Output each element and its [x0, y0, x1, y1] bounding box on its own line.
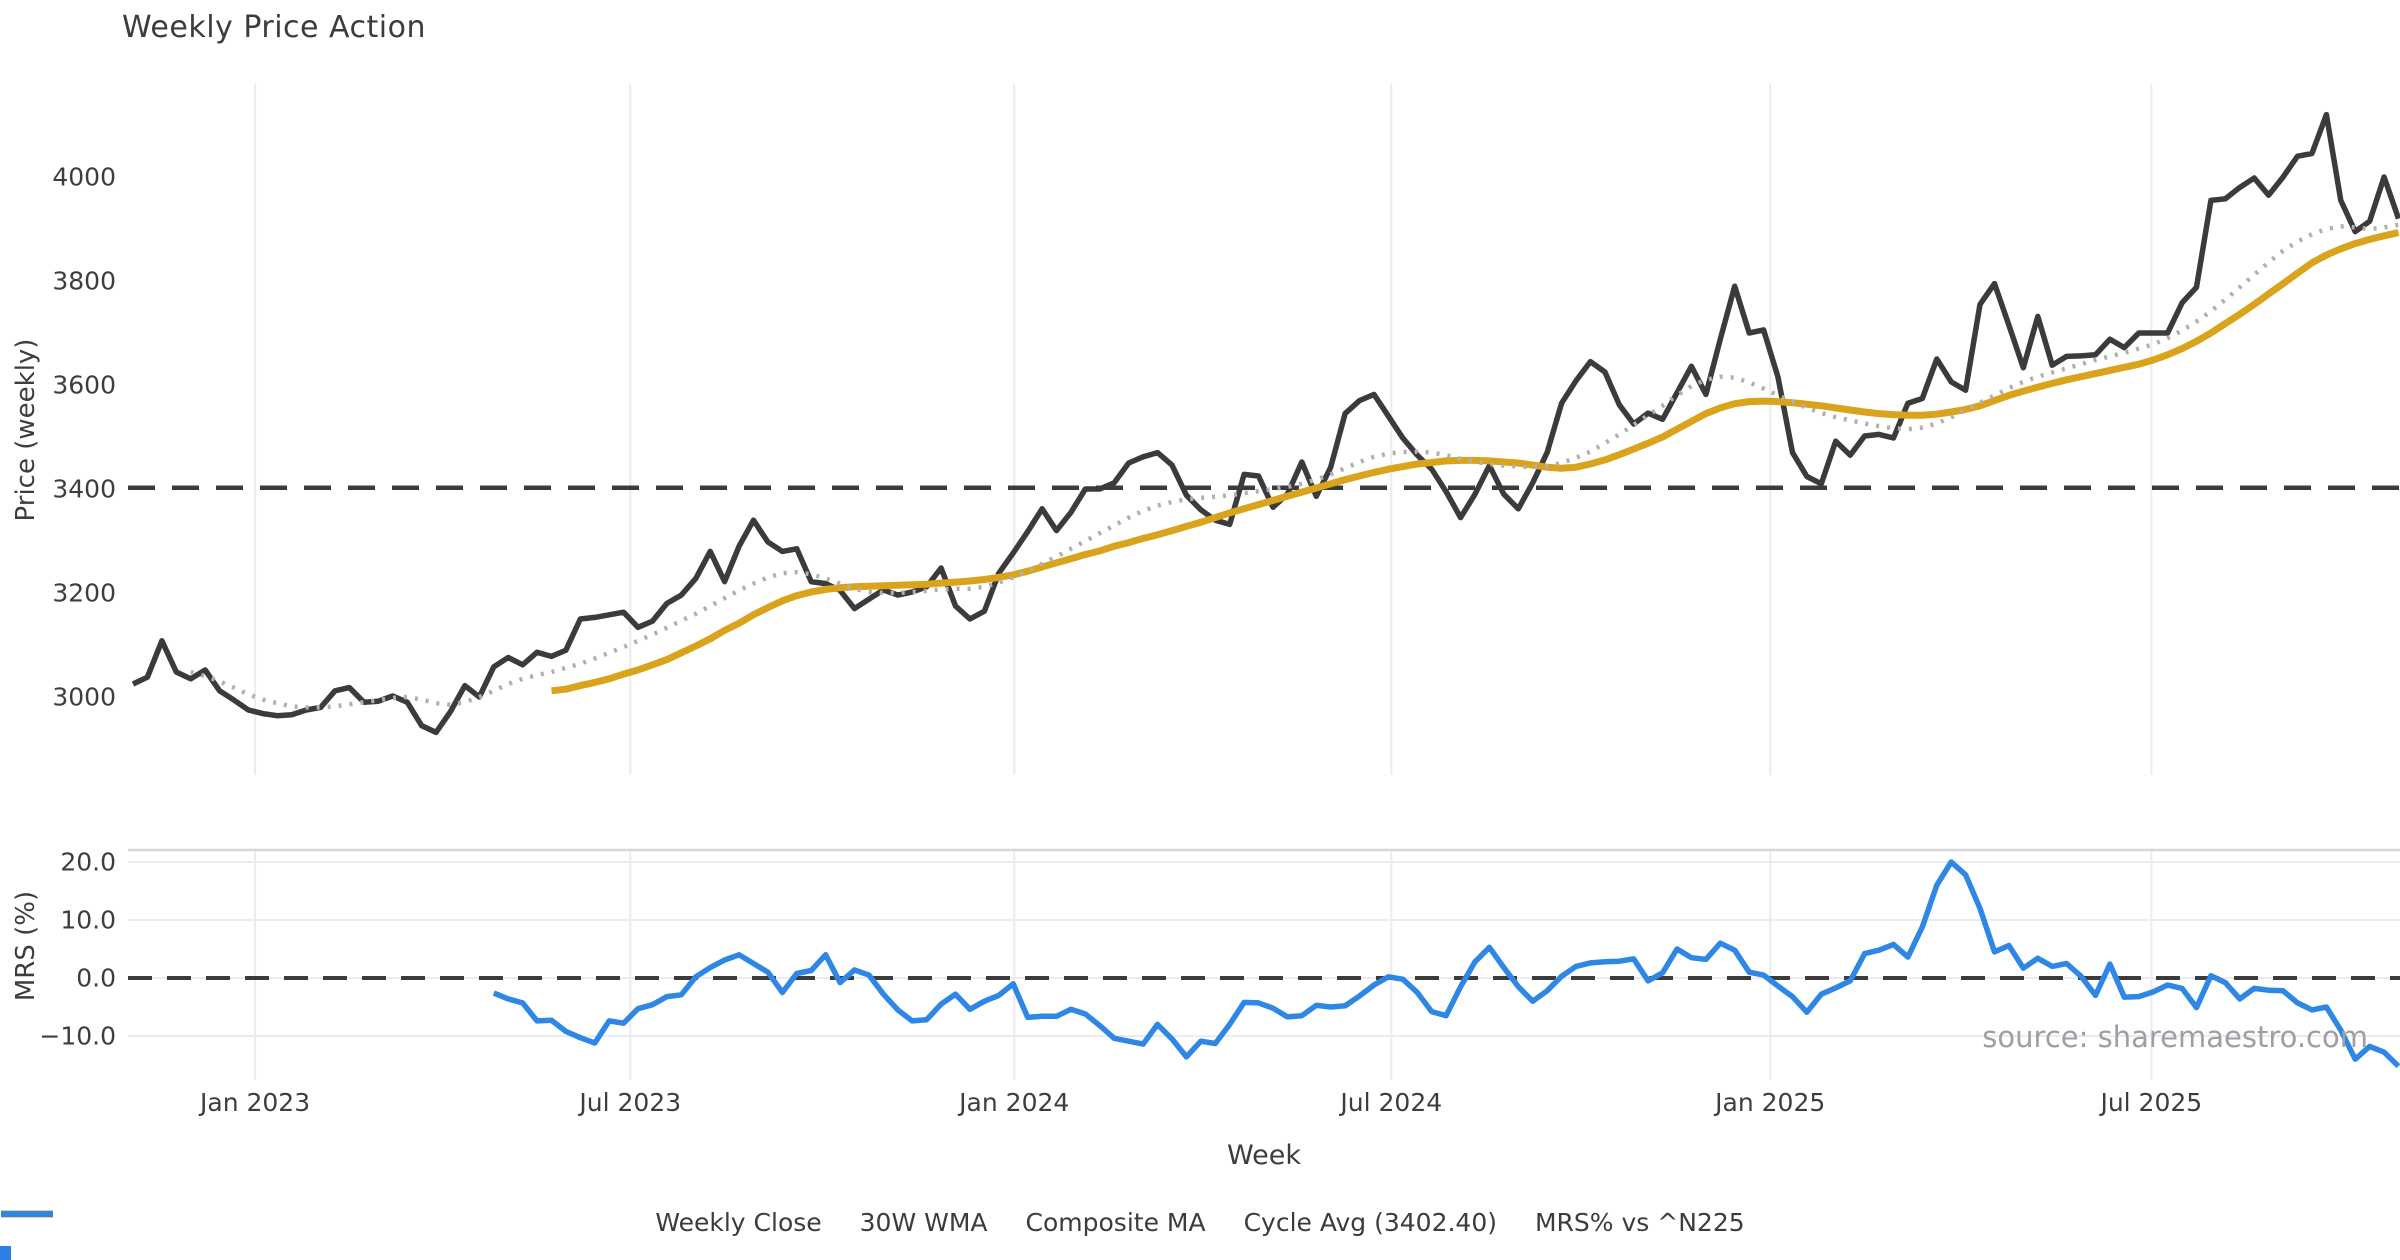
x-tick: Jan 2025: [1715, 1088, 1826, 1117]
price-y-tick: 3600: [52, 370, 116, 400]
legend-label: Cycle Avg (3402.40): [1243, 1208, 1497, 1237]
legend-swatch-solid: [1, 1211, 53, 1217]
source-watermark: source: sharemaestro.com: [1982, 1020, 2368, 1054]
legend-item: Weekly Close: [1, 1208, 822, 1237]
wma-30w-line: [551, 229, 2400, 695]
corner-artifact: [0, 1246, 11, 1260]
legend-item: Cycle Avg (3402.40): [1, 1208, 1497, 1237]
legend-label: Weekly Close: [655, 1208, 822, 1237]
x-axis-label: Week: [1227, 1140, 1301, 1171]
legend-label: Composite MA: [1025, 1208, 1206, 1237]
x-tick: Jul 2025: [2100, 1088, 2203, 1117]
mrs-y-tick: −10.0: [39, 1021, 116, 1051]
mrs-line: [492, 859, 2400, 1069]
x-tick: Jan 2023: [200, 1088, 311, 1117]
weekly-close-line: [131, 111, 2400, 736]
composite-ma-line: [190, 222, 2399, 710]
legend-label: 30W WMA: [859, 1208, 988, 1237]
chart-legend: Weekly Close 30W WMA Composite MA Cycle Avg…: [0, 1208, 2400, 1237]
price-y-tick: 3800: [52, 266, 116, 296]
x-tick: Jan 2024: [959, 1088, 1070, 1117]
price-y-tick: 3400: [52, 474, 116, 504]
price-y-tick: 4000: [52, 162, 116, 192]
mrs-y-tick: 0.0: [76, 963, 116, 993]
x-tick: Jul 2024: [1340, 1088, 1443, 1117]
legend-item: MRS% vs ^N225: [1, 1208, 1745, 1237]
legend-item: Composite MA: [1, 1208, 1206, 1237]
chart-title: Weekly Price Action: [122, 10, 426, 45]
legend-label: MRS% vs ^N225: [1534, 1208, 1745, 1237]
x-tick: Jul 2023: [579, 1088, 682, 1117]
legend-item: 30W WMA: [1, 1208, 988, 1237]
price-y-tick: 3000: [52, 682, 116, 712]
mrs-y-tick: 20.0: [60, 847, 116, 877]
price-y-tick: 3200: [52, 578, 116, 608]
mrs-y-tick: 10.0: [60, 905, 116, 935]
